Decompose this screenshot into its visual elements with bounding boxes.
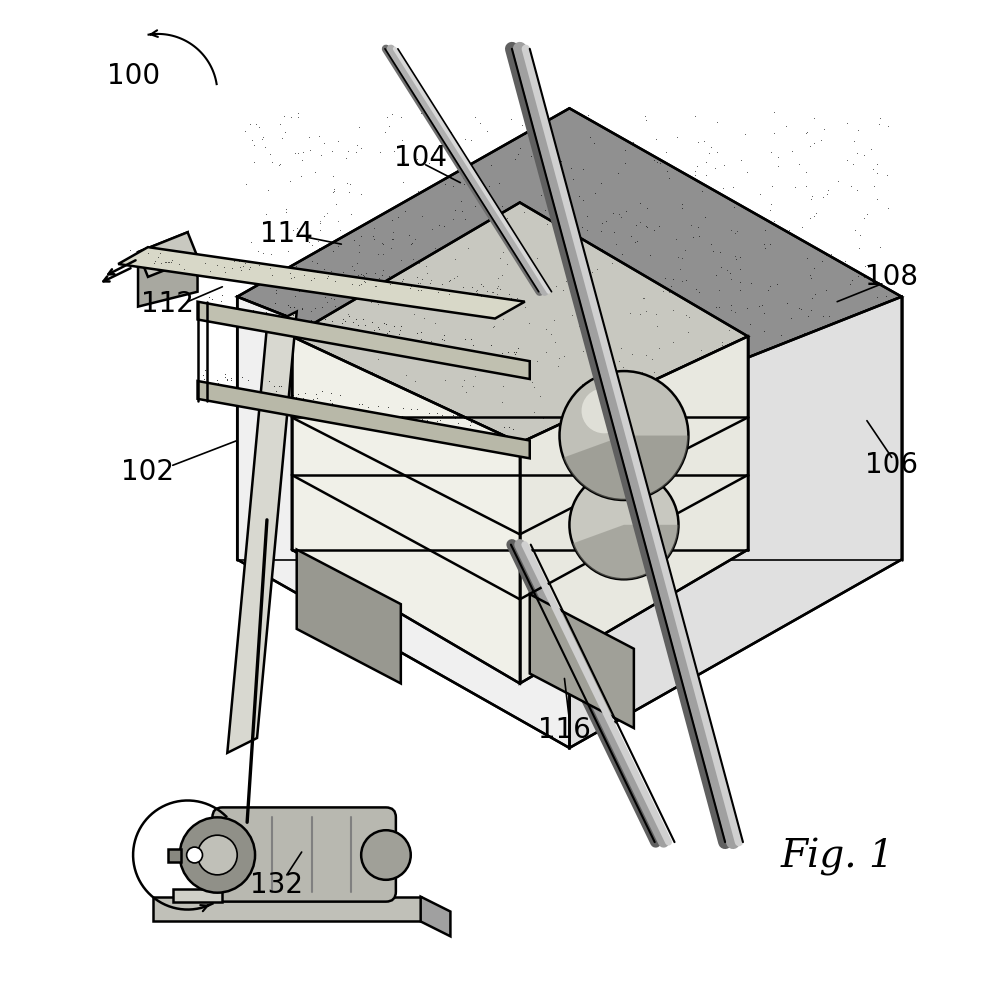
Circle shape — [361, 830, 411, 880]
Text: 114: 114 — [260, 220, 313, 248]
Polygon shape — [198, 302, 530, 379]
Wedge shape — [573, 525, 679, 579]
Circle shape — [560, 371, 688, 500]
Circle shape — [582, 388, 627, 433]
Text: Fig. 1: Fig. 1 — [780, 838, 894, 876]
Circle shape — [187, 847, 202, 863]
Polygon shape — [297, 550, 401, 683]
Polygon shape — [237, 108, 902, 428]
Circle shape — [569, 470, 678, 579]
Wedge shape — [563, 436, 688, 500]
Text: 102: 102 — [121, 458, 174, 486]
Polygon shape — [173, 889, 222, 902]
FancyBboxPatch shape — [212, 807, 396, 902]
Polygon shape — [569, 297, 902, 748]
Polygon shape — [530, 594, 634, 728]
Polygon shape — [138, 232, 198, 307]
Polygon shape — [421, 897, 450, 936]
Polygon shape — [138, 232, 198, 277]
Polygon shape — [153, 897, 421, 921]
Text: 116: 116 — [538, 716, 591, 744]
Polygon shape — [292, 202, 748, 443]
Polygon shape — [237, 297, 569, 748]
Polygon shape — [198, 381, 530, 458]
Polygon shape — [118, 247, 525, 319]
Polygon shape — [292, 336, 520, 683]
Polygon shape — [520, 336, 748, 683]
Circle shape — [180, 817, 255, 893]
Text: 104: 104 — [394, 144, 447, 172]
Polygon shape — [168, 849, 181, 862]
Text: 112: 112 — [141, 290, 194, 318]
Text: 108: 108 — [865, 263, 918, 291]
Polygon shape — [227, 312, 297, 753]
Text: 132: 132 — [250, 871, 303, 899]
Text: 106: 106 — [865, 451, 918, 479]
Circle shape — [198, 835, 237, 875]
Text: 100: 100 — [107, 62, 160, 90]
